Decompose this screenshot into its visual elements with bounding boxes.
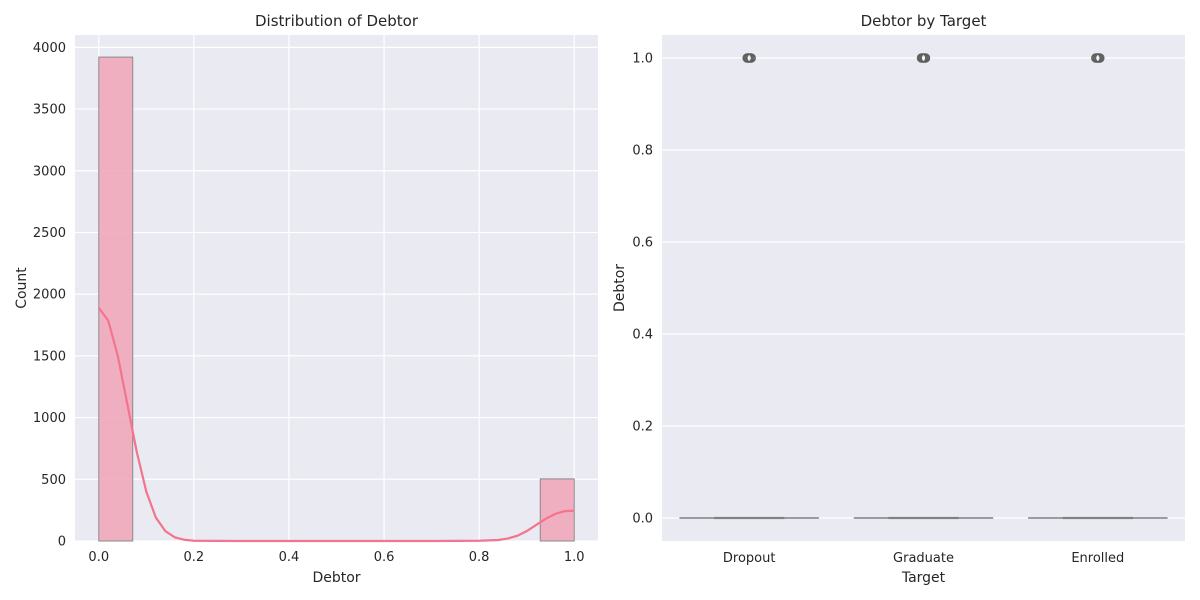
histogram-y-tick-label: 1000 <box>33 411 66 426</box>
histogram-kde-line <box>97 307 575 543</box>
histogram-x-label: Debtor <box>312 570 360 586</box>
histogram-bar <box>98 56 134 542</box>
histogram-title: Distribution of Debtor <box>255 12 419 30</box>
boxplot-y-tick-label: 0.2 <box>632 420 653 435</box>
histogram-panel: 0.0 0.2 0.4 0.6 0.8 1.0 0 500 1000 1500 2000 2500 3… <box>14 12 598 586</box>
boxplot-y-label: Debtor <box>612 264 628 312</box>
boxplot-x-tick-label: Enrolled <box>1071 551 1124 566</box>
histogram-y-tick-label: 0 <box>58 535 66 550</box>
boxplot-y-tick-label: 0.0 <box>632 512 653 527</box>
histogram-y-tick-label: 4000 <box>33 41 66 56</box>
boxplot-y-tick-label: 0.4 <box>632 328 653 343</box>
histogram-x-tick-label: 0.4 <box>279 550 300 565</box>
boxplot-y-ticks: 0.0 0.2 0.4 0.6 0.8 1.0 <box>632 52 653 527</box>
boxplot-y-tick-label: 1.0 <box>632 52 653 67</box>
boxplot-plot-area <box>662 35 1185 541</box>
boxplot-outlier-point <box>920 53 931 63</box>
histogram-x-ticks: 0.0 0.2 0.4 0.6 0.8 1.0 <box>88 550 584 565</box>
boxplot-panel: Dropout Graduate Enrolled 0.0 0.2 0.4 0.6 0.8 1… <box>612 12 1185 586</box>
histogram-y-tick-label: 3500 <box>33 103 66 118</box>
histogram-y-tick-label: 3000 <box>33 164 66 179</box>
boxplot-x-label: Target <box>901 570 946 586</box>
histogram-x-tick-label: 0.0 <box>88 550 109 565</box>
boxplot-boxes <box>679 53 1168 520</box>
boxplot-x-tick-label: Graduate <box>893 551 954 566</box>
histogram-x-tick-label: 0.2 <box>184 550 205 565</box>
boxplot-box-enrolled <box>1028 53 1168 520</box>
histogram-x-tick-label: 1.0 <box>564 550 585 565</box>
histogram-y-tick-label: 2000 <box>33 288 66 303</box>
boxplot-outlier-point <box>1095 53 1105 63</box>
boxplot-box-graduate <box>853 53 994 520</box>
histogram-x-tick-label: 0.6 <box>374 550 395 565</box>
histogram-grid <box>75 35 598 542</box>
boxplot-x-tick-label: Dropout <box>723 551 776 566</box>
histogram-plot-area <box>75 35 598 541</box>
histogram-y-ticks: 0 500 1000 1500 2000 2500 3000 3500 4000 <box>33 41 66 550</box>
histogram-y-tick-label: 500 <box>41 473 66 488</box>
boxplot-box-dropout <box>679 53 819 520</box>
boxplot-outlier-point <box>746 53 756 63</box>
histogram-x-tick-label: 0.8 <box>469 550 490 565</box>
boxplot-x-ticks: Dropout Graduate Enrolled <box>723 551 1124 566</box>
histogram-y-label: Count <box>14 267 30 309</box>
boxplot-y-tick-label: 0.6 <box>632 236 653 251</box>
histogram-y-tick-label: 2500 <box>33 226 66 241</box>
histogram-y-tick-label: 1500 <box>33 349 66 364</box>
boxplot-title: Debtor by Target <box>861 12 987 30</box>
boxplot-y-tick-label: 0.8 <box>632 144 653 159</box>
